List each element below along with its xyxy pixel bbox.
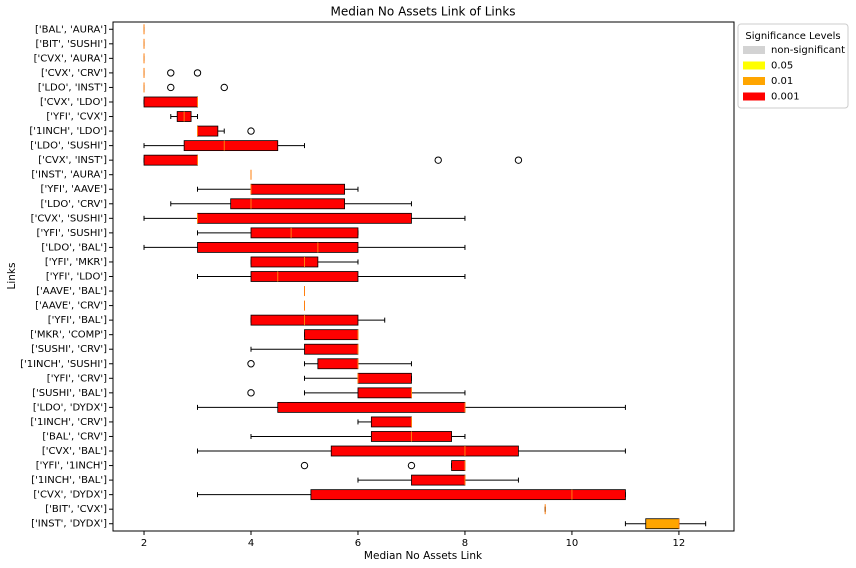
y-tick-label: ['INST', 'AURA'] [31,170,107,181]
y-tick-label: ['YFI', 'CRV'] [47,373,107,384]
legend-swatch [743,92,765,101]
legend-frame [737,23,849,109]
y-tick-label: ['CVX', 'DYDX'] [33,490,107,501]
y-tick-label: ['CVX', 'LDO'] [40,97,107,108]
y-tick-label: ['SUSHI', 'CRV'] [31,344,107,355]
y-tick-label: ['YFI', '1INCH'] [36,461,107,472]
y-tick-label: ['CVX', 'CRV'] [41,68,107,79]
outlier [247,127,255,135]
legend-swatch [743,77,765,85]
y-axis-label: Links [6,263,18,290]
box [330,445,519,457]
outlier [434,156,442,164]
box [277,401,466,413]
box [197,242,359,253]
box [357,387,412,399]
x-tick-label: 4 [248,538,254,549]
y-tick-label: ['YFI', 'AAVE'] [41,184,108,195]
y-tick-label: ['AAVE', 'CRV'] [35,301,107,312]
box [317,358,359,370]
y-tick-label: ['BAL', 'CRV'] [42,431,107,442]
box [143,96,198,108]
legend: Significance Levels non-significant 0.05 0… [737,23,849,109]
y-tick-label: ['AAVE', 'BAL'] [36,286,107,297]
box [451,460,466,471]
y-tick-label: ['BAL', 'AURA'] [35,24,107,35]
box [250,271,359,282]
outlier [300,461,309,470]
outlier [407,461,416,470]
y-tick-label: ['CVX', 'BAL'] [42,446,107,457]
box [250,227,359,239]
y-tick-label: ['BIT', 'SUSHI'] [35,39,107,50]
legend-label: 0.01 [771,76,793,87]
y-tick-label: ['SUSHI', 'BAL'] [32,388,107,399]
box [197,125,219,137]
outlier [514,156,523,164]
legend-title: Significance Levels [745,31,840,42]
box [230,198,346,210]
box [370,416,412,428]
legend-label: 0.05 [771,61,793,72]
y-tick-label: ['LDO', 'BAL'] [41,242,107,253]
y-tick-label: ['1INCH', 'LDO'] [29,126,107,137]
y-tick-label: ['1INCH', 'BAL'] [31,475,107,486]
y-tick-label: ['BIT', 'CVX'] [45,504,107,515]
y-tick-label: ['LDO', 'CRV'] [40,199,107,210]
box [304,343,359,355]
box [197,212,412,224]
y-tick-label: ['INST', 'DYDX'] [31,519,107,530]
y-tick-label: ['LDO', 'DYDX'] [33,402,107,413]
legend-label: 0.001 [771,92,800,103]
box [143,154,198,166]
y-tick-label: ['YFI', 'MKR'] [45,257,107,268]
box [250,183,346,195]
x-tick-label: 10 [566,538,579,549]
outlier [193,69,202,77]
legend-swatch [743,46,765,54]
chart-title: Median No Assets Link of Links [330,5,515,19]
box [357,372,412,384]
box [250,256,319,268]
box [411,474,466,486]
legend-label: non-significant [771,45,845,56]
y-tick-label: ['MKR', 'COMP'] [30,330,107,341]
outlier [247,389,255,397]
box [304,329,359,341]
outlier [220,83,228,92]
outlier [247,360,255,368]
outlier [167,83,175,92]
y-tick-label: ['LDO', 'INST'] [38,82,107,93]
x-axis-label: Median No Assets Link [364,550,483,562]
box [183,140,279,152]
outlier [167,69,175,77]
x-tick-label: 12 [673,538,686,549]
y-tick-label: ['YFI', 'CVX'] [46,112,107,123]
y-tick-label: ['YFI', 'BAL'] [48,315,107,326]
box [310,489,626,501]
x-tick-label: 6 [355,538,361,549]
y-tick-label: ['YFI', 'SUSHI'] [37,228,108,239]
y-tick-label: ['1INCH', 'CRV'] [30,417,107,428]
box [645,518,680,530]
x-tick-label: 8 [462,538,468,549]
legend-swatch [743,61,765,70]
y-tick-label: ['CVX', 'SUSHI'] [31,213,107,224]
y-tick-label: ['LDO', 'SUSHI'] [30,141,107,152]
y-tick-label: ['CVX', 'INST'] [38,155,107,166]
y-tick-label: ['CVX', 'AURA'] [34,53,107,64]
y-tick-label: ['YFI', 'LDO'] [46,272,107,283]
y-tick-label: ['1INCH', 'SUSHI'] [20,359,107,370]
x-tick-label: 2 [141,538,147,549]
